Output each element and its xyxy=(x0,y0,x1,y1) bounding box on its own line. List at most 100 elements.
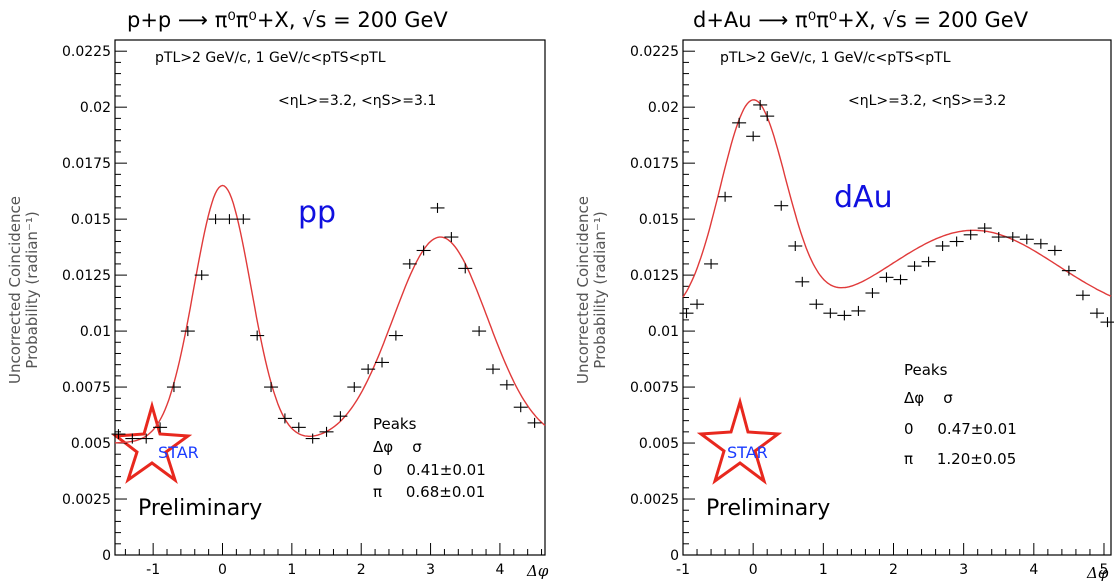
pp-preliminary: Preliminary xyxy=(138,496,262,521)
pp-data-point xyxy=(194,270,209,281)
dau-star-logo: STAR xyxy=(696,396,783,485)
dau-data-point xyxy=(1089,308,1104,319)
dau-xtick-label: 0 xyxy=(749,562,758,578)
pp-xtick-label: -1 xyxy=(146,562,160,578)
dau-title: d+Au ⟶ π⁰π⁰+X, √s = 200 GeV xyxy=(693,8,1029,32)
pp-xtick-label: 2 xyxy=(357,562,366,578)
dau-peaks-cols: Δφ σ xyxy=(904,389,953,407)
dau-xtick-label: 5 xyxy=(1100,562,1109,578)
pp-cuts-line2: <ηL>=3.2, <ηS>=3.1 xyxy=(278,93,436,109)
dau-xtick-label: -1 xyxy=(676,562,690,578)
dau-data-point xyxy=(704,258,719,269)
pp-title: p+p ⟶ π⁰π⁰+X, √s = 200 GeV xyxy=(127,8,448,32)
pp-xtick-label: 4 xyxy=(495,562,504,578)
pp-data-point xyxy=(361,364,376,375)
star-icon xyxy=(696,396,783,485)
pp-ytick-label: 0.0125 xyxy=(62,268,111,284)
pp-fit-curve xyxy=(115,184,546,444)
dau-xtick-label: 1 xyxy=(819,562,828,578)
pp-data-point xyxy=(430,202,445,213)
pp-ytick-label: 0.0225 xyxy=(62,44,111,60)
dau-data-point xyxy=(774,200,789,211)
dau-data-point xyxy=(1019,234,1034,245)
pp-data-point xyxy=(180,326,195,337)
pp-data-point xyxy=(250,330,265,341)
dau-data-point xyxy=(921,256,936,267)
dau-data-point xyxy=(823,308,838,319)
pp-peaks-row-0: 0 0.41±0.01 xyxy=(373,461,486,479)
dau-data-point xyxy=(837,310,852,321)
dau-data-point xyxy=(865,288,880,299)
dau-data-point xyxy=(949,236,964,247)
dau-plot-frame xyxy=(682,39,1112,556)
dau-data-point xyxy=(1061,265,1076,276)
pp-data-point xyxy=(291,422,306,433)
dau-data-point xyxy=(679,308,694,319)
pp-data-point xyxy=(444,232,459,243)
dau-data-point xyxy=(1005,232,1020,243)
dau-ytick-label: 0.0075 xyxy=(630,380,679,396)
pp-cuts-line1: pTL>2 GeV/c, 1 GeV/c<pTS<pTL xyxy=(155,50,386,66)
pp-tag: pp xyxy=(298,195,336,230)
dau-data-point xyxy=(746,131,761,142)
pp-data-point xyxy=(333,411,348,422)
dau-data-point xyxy=(718,191,733,202)
pp-data-point xyxy=(319,426,334,437)
dau-data-point xyxy=(935,241,950,251)
dau-ylabel-line1: Uncorrected Coincidence xyxy=(574,196,592,384)
pp-data-point xyxy=(111,429,126,440)
pp-data-point xyxy=(208,214,223,225)
dau-data-point xyxy=(893,274,908,285)
dau-ylabel-line2: Probability (radian⁻¹) xyxy=(591,211,609,368)
pp-ytick-label: 0.0025 xyxy=(62,492,111,508)
dau-data-point xyxy=(879,272,894,283)
dau-ytick-label: 0.005 xyxy=(639,436,679,452)
dau-data-point xyxy=(753,99,768,110)
dau-fit-curve xyxy=(682,99,1112,298)
pp-peaks-header: Peaks xyxy=(373,415,417,433)
pp-data-point xyxy=(416,245,431,256)
dau-peaks-row-0: 0 0.47±0.01 xyxy=(904,420,1017,438)
pp-ytick-label: 0.01 xyxy=(80,324,111,340)
dau-star-text: STAR xyxy=(727,443,768,462)
pp-peaks-row-pi: π 0.68±0.01 xyxy=(373,483,485,501)
dau-ytick-label: 0.02 xyxy=(648,100,679,116)
pp-data-point xyxy=(375,357,390,368)
pp-data-point xyxy=(125,433,140,444)
dau-data-point xyxy=(1075,290,1090,301)
dau-xlabel: Δφ xyxy=(1086,564,1109,582)
dau-data-point xyxy=(1033,238,1048,249)
pp-data-point xyxy=(139,433,154,444)
dau-tag: dAu xyxy=(834,180,893,215)
dau-data-point xyxy=(788,241,803,251)
plot-layer: 0 0.0025 0.005 0.0075 0.01 0.0125 0.015 0.0175 0… xyxy=(62,39,1114,578)
dau-data-point xyxy=(809,299,824,310)
dau-ytick-label: 0.015 xyxy=(639,212,679,228)
dau-data-point xyxy=(1100,317,1114,328)
pp-data-point xyxy=(402,258,417,269)
pp-xtick-label: 3 xyxy=(426,562,435,578)
pp-data-point xyxy=(277,413,292,424)
pp-ylabel-line1: Uncorrected Coincidence xyxy=(6,196,24,384)
pp-data-point xyxy=(388,330,403,341)
dau-cuts-line2: <ηL>=3.2, <ηS>=3.2 xyxy=(848,93,1006,109)
pp-data-point xyxy=(153,422,168,433)
pp-peaks-cols: Δφ σ xyxy=(373,438,422,456)
dau-ytick-label: 0.0175 xyxy=(630,156,679,172)
pp-data-point xyxy=(166,382,181,393)
dau-data-point xyxy=(991,232,1006,243)
pp-data-point xyxy=(513,402,528,413)
dau-xtick-label: 2 xyxy=(889,562,898,578)
dau-cuts-line1: pTL>2 GeV/c, 1 GeV/c<pTS<pTL xyxy=(720,50,951,66)
dau-data-point xyxy=(760,111,775,122)
pp-ytick-label: 0.015 xyxy=(71,212,111,228)
pp-data-point xyxy=(305,433,320,444)
dau-ytick-label: 0.0225 xyxy=(630,44,679,60)
dau-peaks-row-pi: π 1.20±0.05 xyxy=(904,450,1016,468)
pp-ytick-label: 0.005 xyxy=(71,436,111,452)
pp-xtick-label: 0 xyxy=(218,562,227,578)
pp-data-point xyxy=(485,364,500,375)
pp-ytick-label: 0.0175 xyxy=(62,156,111,172)
dau-data-point xyxy=(851,305,866,316)
